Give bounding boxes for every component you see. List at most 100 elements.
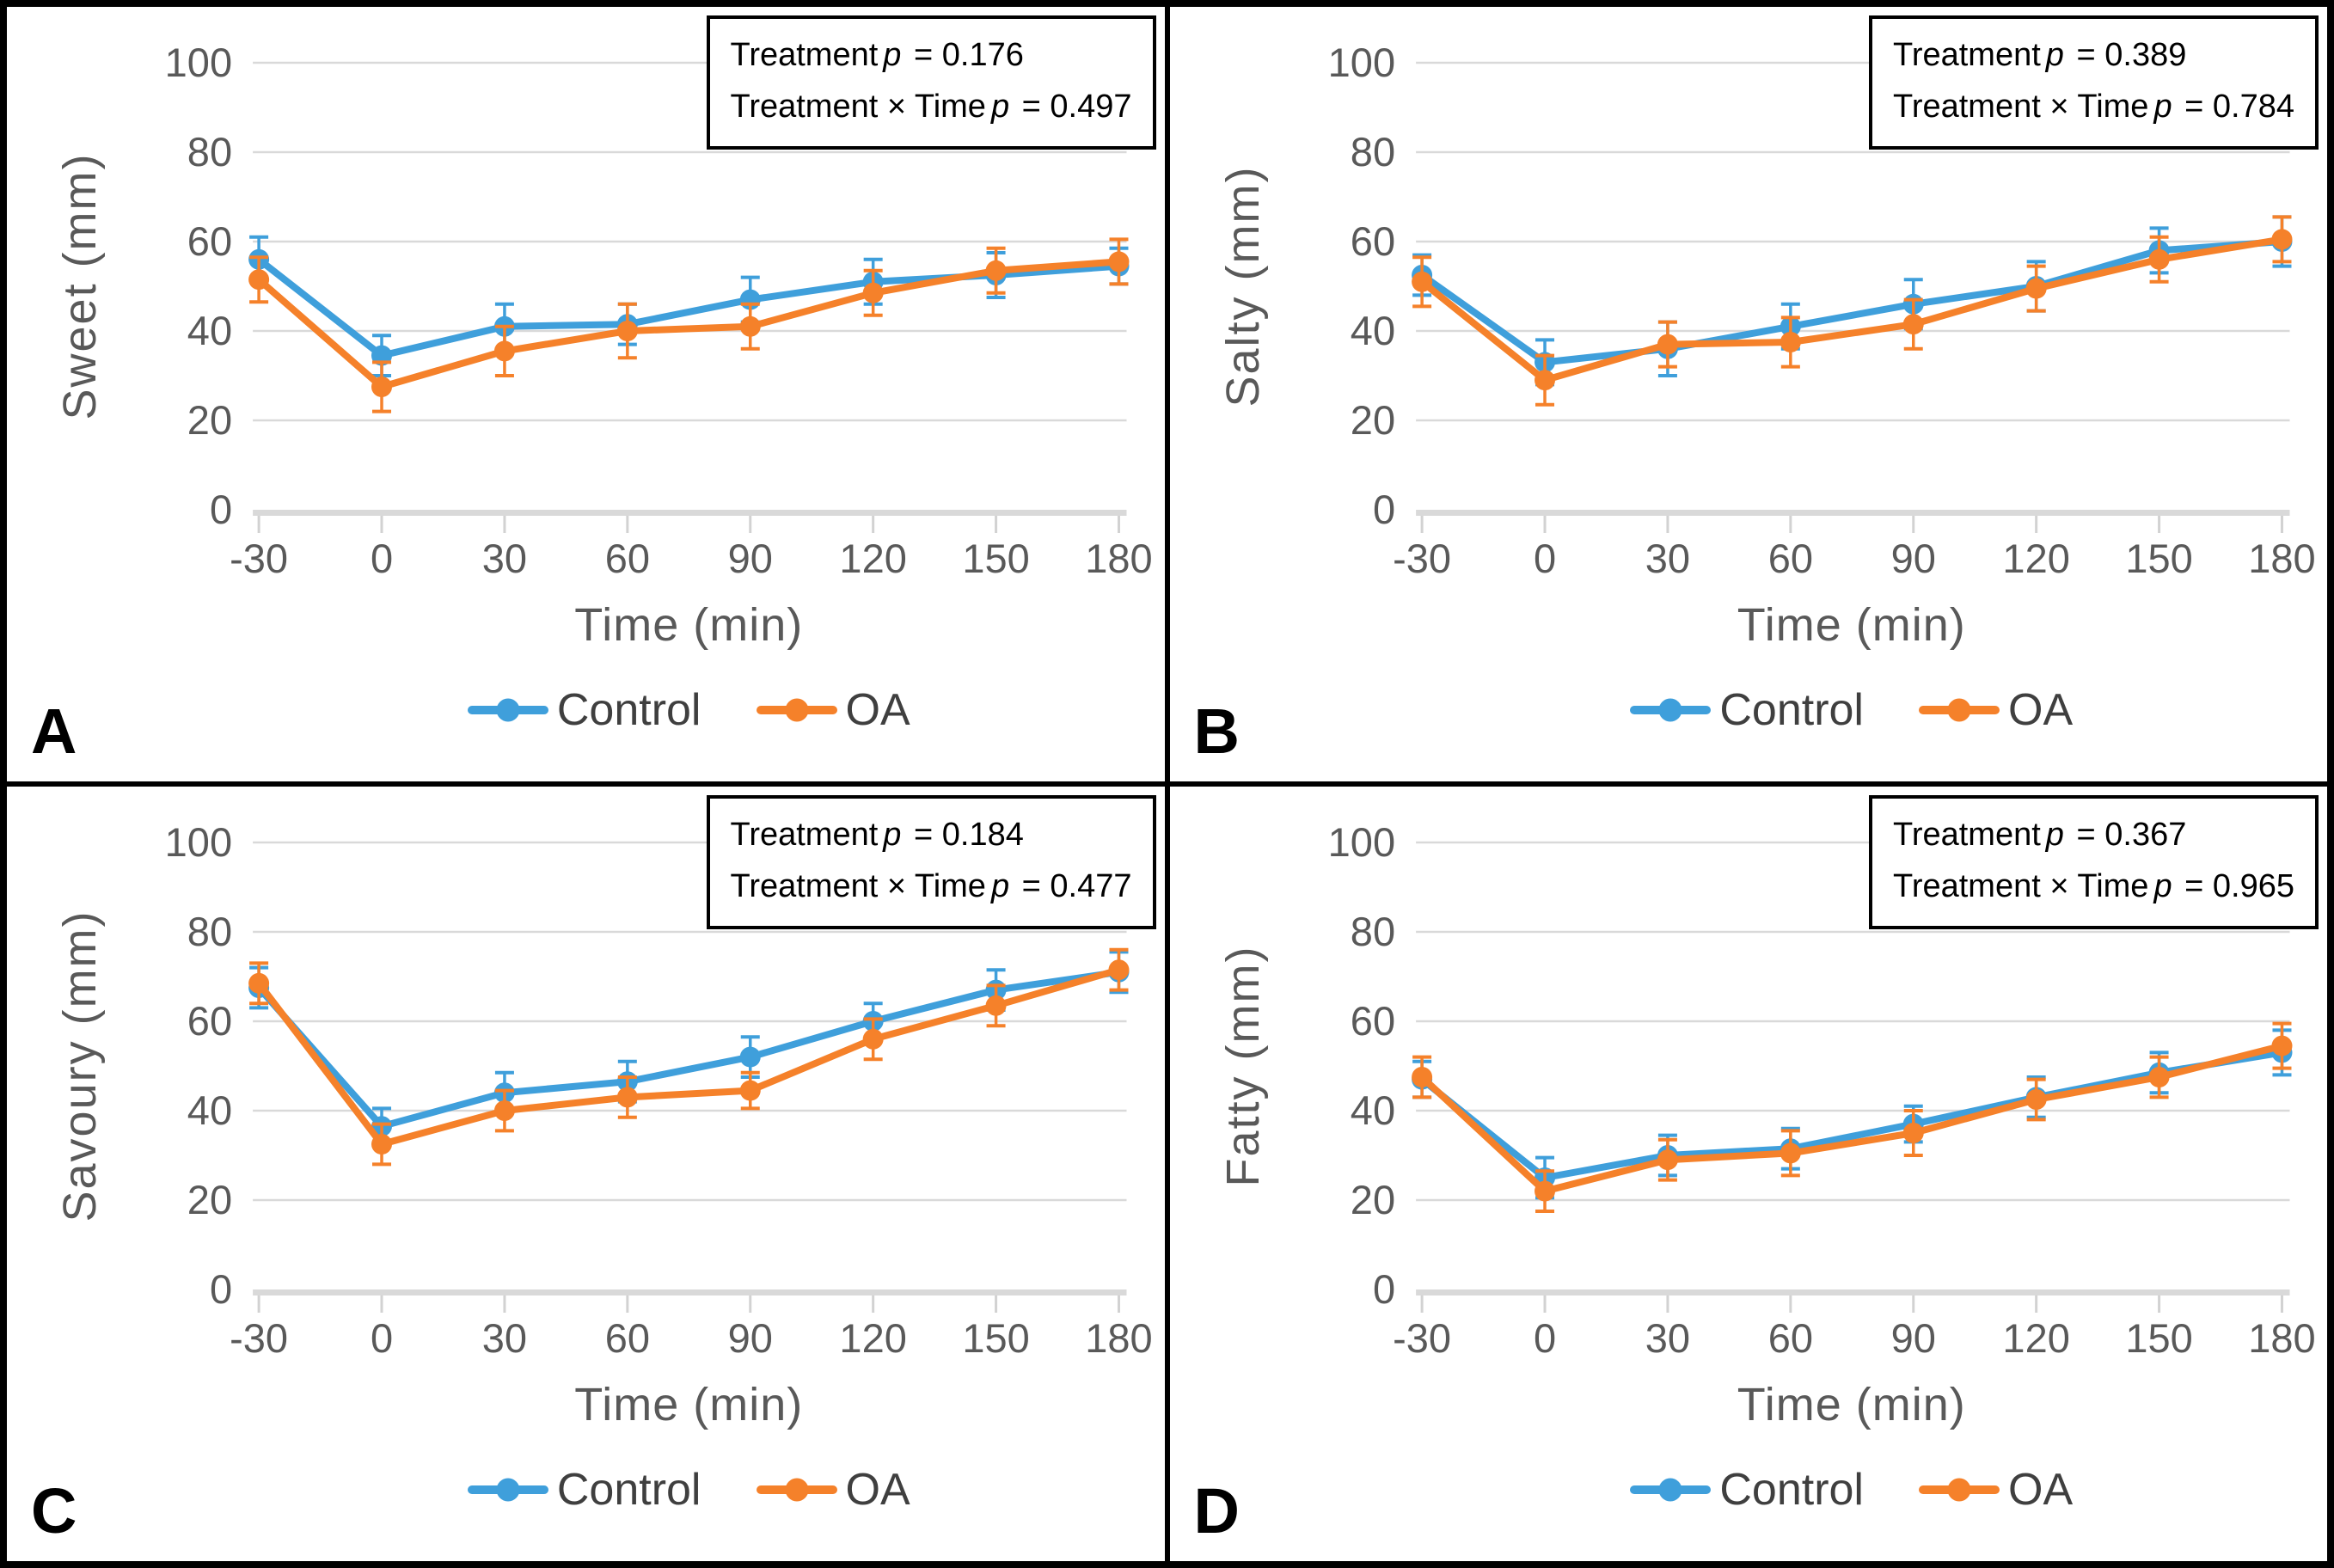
svg-text:-30: -30 <box>230 536 288 581</box>
svg-text:40: 40 <box>1350 308 1394 353</box>
svg-text:90: 90 <box>728 1315 773 1361</box>
panel-letter: C <box>31 1475 77 1547</box>
svg-text:0: 0 <box>1533 1315 1555 1361</box>
svg-text:40: 40 <box>187 308 232 353</box>
oa-line-marker-icon <box>756 1478 837 1502</box>
legend-label-oa: OA <box>845 685 910 735</box>
y-axis-title: Salty (mm) <box>1216 165 1269 407</box>
svg-text:0: 0 <box>371 1315 393 1361</box>
legend-item-oa: OA <box>756 1464 910 1516</box>
panel-letter: A <box>31 695 77 767</box>
legend-item-oa: OA <box>1919 1464 2073 1516</box>
svg-text:60: 60 <box>605 1315 650 1361</box>
svg-text:100: 100 <box>1327 40 1394 85</box>
x-axis-title: Time (min) <box>574 599 804 651</box>
legend: Control OA <box>7 1464 1165 1516</box>
control-line-marker-icon <box>467 698 548 722</box>
treatment-p-value: 0.389 <box>2104 37 2187 73</box>
legend: Control OA <box>7 684 1165 736</box>
p-symbol: p <box>990 868 1010 905</box>
x-axis-title: Time (min) <box>1737 1379 1966 1430</box>
svg-text:90: 90 <box>728 536 773 581</box>
oa-line-marker-icon <box>1919 1478 2000 1502</box>
svg-text:-30: -30 <box>1393 536 1451 581</box>
svg-text:120: 120 <box>839 536 906 581</box>
p-symbol: p <box>883 817 902 853</box>
interaction-p-value: 0.784 <box>2212 89 2294 126</box>
interaction-p-value: 0.965 <box>2212 868 2294 905</box>
legend: Control OA <box>1170 1464 2328 1516</box>
y-axis-title: Savoury (mm) <box>54 910 106 1222</box>
p-symbol: p <box>883 37 902 73</box>
treatment-p-value: 0.176 <box>941 37 1024 73</box>
legend-label-oa: OA <box>2008 1465 2074 1515</box>
legend-item-oa: OA <box>1919 684 2073 736</box>
svg-text:90: 90 <box>1890 1315 1935 1361</box>
svg-text:120: 120 <box>839 1315 906 1361</box>
svg-text:0: 0 <box>1372 1266 1394 1312</box>
panel-letter: D <box>1193 1475 1240 1547</box>
treatment-p-value: 0.367 <box>2104 817 2187 853</box>
svg-text:20: 20 <box>1350 1177 1394 1222</box>
svg-text:180: 180 <box>2248 536 2315 581</box>
panel-a: Treatment p = 0.176 Treatment × Time p = 0… <box>7 7 1165 781</box>
legend: Control OA <box>1170 684 2328 736</box>
x-axis-title: Time (min) <box>574 1379 804 1430</box>
legend-item-control: Control <box>467 1464 701 1516</box>
control-line-marker-icon <box>1630 1478 1712 1502</box>
svg-text:60: 60 <box>1767 1315 1812 1361</box>
svg-text:60: 60 <box>187 218 232 264</box>
svg-text:60: 60 <box>605 536 650 581</box>
svg-text:90: 90 <box>1890 536 1935 581</box>
stats-line-treatment: Treatment p = 0.176 <box>730 37 1024 73</box>
legend-item-control: Control <box>467 684 701 736</box>
p-symbol: p <box>2045 37 2064 73</box>
legend-item-control: Control <box>1630 684 1864 736</box>
panel-letter: B <box>1193 695 1240 767</box>
stats-line-treatment: Treatment p = 0.184 <box>730 817 1024 853</box>
control-line-marker-icon <box>1630 698 1712 722</box>
svg-text:-30: -30 <box>230 1315 288 1361</box>
y-axis-title: Sweet (mm) <box>54 152 106 420</box>
svg-text:150: 150 <box>962 1315 1029 1361</box>
stats-line-treatment: Treatment p = 0.367 <box>1893 817 2187 853</box>
p-symbol: p <box>2153 89 2172 126</box>
stats-box: Treatment p = 0.184 Treatment × Time p = 0… <box>706 795 1156 930</box>
y-axis-title: Fatty (mm) <box>1216 945 1269 1187</box>
p-symbol: p <box>2045 817 2064 853</box>
svg-text:60: 60 <box>1350 998 1394 1044</box>
svg-text:30: 30 <box>482 1315 527 1361</box>
svg-text:60: 60 <box>187 998 232 1044</box>
svg-text:20: 20 <box>187 397 232 443</box>
legend-label-control: Control <box>556 1465 701 1515</box>
p-symbol: p <box>2153 868 2172 905</box>
stats-box: Treatment p = 0.367 Treatment × Time p = 0… <box>1869 795 2319 930</box>
svg-text:80: 80 <box>1350 909 1394 954</box>
svg-text:150: 150 <box>962 536 1029 581</box>
svg-text:40: 40 <box>1350 1087 1394 1133</box>
stats-line-interaction: Treatment × Time p = 0.784 <box>1893 89 2294 126</box>
svg-text:30: 30 <box>482 536 527 581</box>
stats-line-interaction: Treatment × Time p = 0.497 <box>730 89 1132 126</box>
x-axis-title: Time (min) <box>1737 599 1966 651</box>
svg-text:30: 30 <box>1645 1315 1689 1361</box>
svg-text:120: 120 <box>2002 536 2069 581</box>
interaction-p-value: 0.477 <box>1050 868 1132 905</box>
svg-text:150: 150 <box>2125 536 2192 581</box>
svg-text:60: 60 <box>1350 218 1394 264</box>
svg-text:80: 80 <box>187 129 232 175</box>
svg-text:-30: -30 <box>1393 1315 1451 1361</box>
svg-text:0: 0 <box>1372 487 1394 532</box>
legend-item-oa: OA <box>756 684 910 736</box>
stats-line-interaction: Treatment × Time p = 0.477 <box>730 868 1132 905</box>
legend-label-control: Control <box>1719 685 1864 735</box>
interaction-p-value: 0.497 <box>1050 89 1132 126</box>
control-line-marker-icon <box>467 1478 548 1502</box>
panel-c: Treatment p = 0.184 Treatment × Time p = 0… <box>7 787 1165 1561</box>
svg-text:20: 20 <box>1350 397 1394 443</box>
svg-text:80: 80 <box>1350 129 1394 175</box>
